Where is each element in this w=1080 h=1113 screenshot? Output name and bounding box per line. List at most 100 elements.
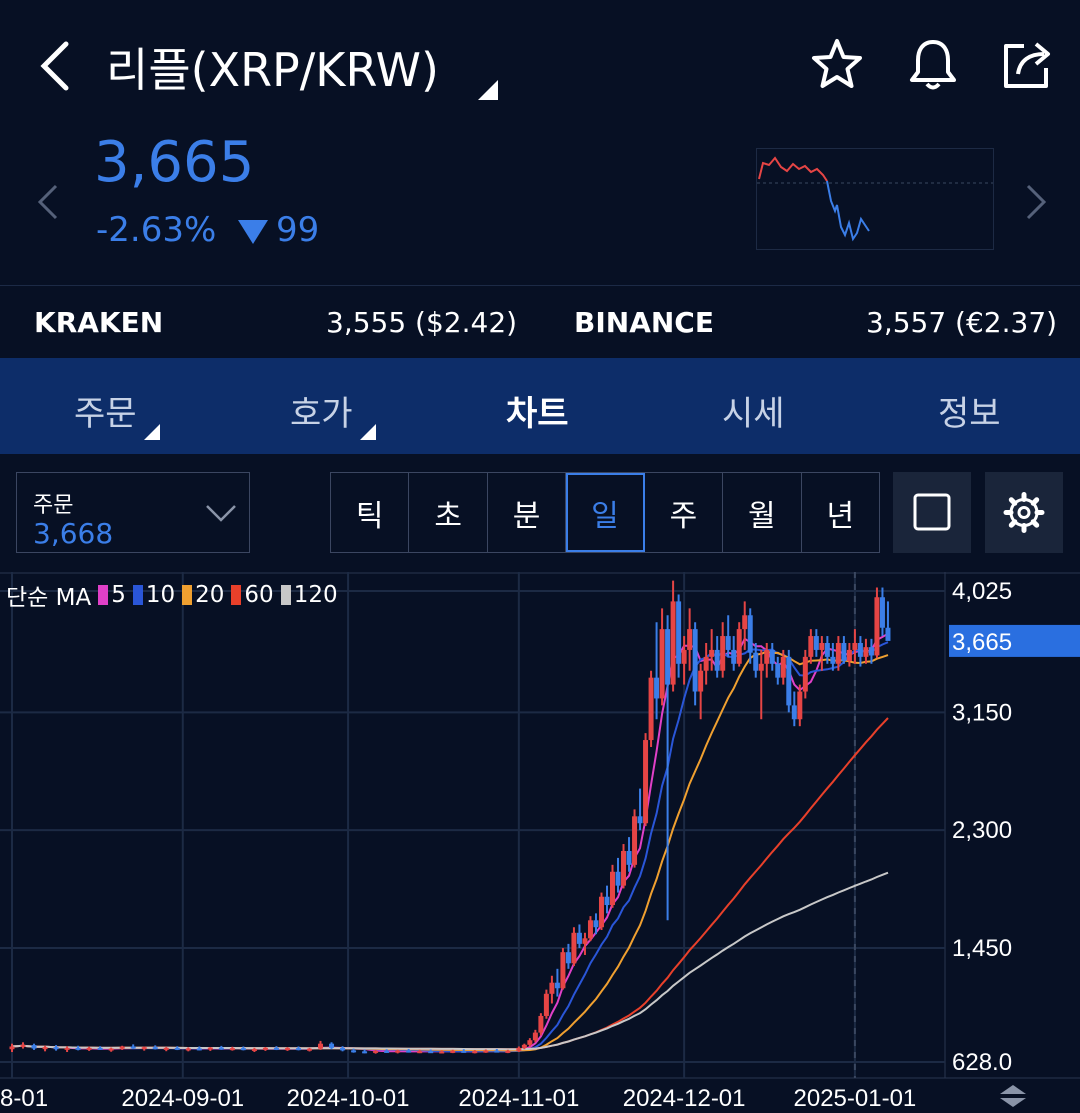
candle-body bbox=[885, 627, 891, 641]
candle bbox=[461, 1049, 467, 1053]
candle-body bbox=[841, 642, 847, 662]
order-price-select[interactable]: 주문 3,668 bbox=[16, 472, 250, 553]
candle-body bbox=[632, 816, 638, 865]
exchange-name: BINANCE bbox=[574, 306, 714, 339]
y-tick-label: 628.0 bbox=[952, 1049, 1012, 1076]
chevron-left-icon[interactable] bbox=[36, 38, 76, 94]
candle-body bbox=[637, 816, 643, 824]
candle-body bbox=[340, 1047, 346, 1051]
candle-body bbox=[830, 656, 836, 664]
candle bbox=[874, 587, 880, 659]
candle bbox=[637, 788, 643, 831]
candle bbox=[714, 636, 720, 678]
candle bbox=[417, 1049, 423, 1054]
candle-body bbox=[665, 629, 671, 685]
candle bbox=[329, 1042, 335, 1050]
period-tick[interactable]: 틱 bbox=[331, 473, 410, 552]
candle bbox=[587, 916, 593, 942]
tab-market-price[interactable]: 시세 bbox=[722, 394, 785, 434]
candle bbox=[769, 642, 775, 671]
chart-period-selector: 틱 초 분 일 주 월 년 bbox=[330, 472, 880, 553]
square-icon bbox=[913, 493, 951, 531]
candle bbox=[698, 663, 704, 720]
candle bbox=[554, 968, 560, 997]
candle-body bbox=[306, 1048, 312, 1051]
period-day[interactable]: 일 bbox=[566, 473, 645, 552]
period-year[interactable]: 년 bbox=[826, 498, 855, 534]
candle bbox=[576, 924, 582, 949]
candle-body bbox=[725, 636, 731, 650]
period-second[interactable]: 초 bbox=[409, 473, 488, 552]
candle-body bbox=[610, 871, 616, 906]
candle bbox=[318, 1040, 324, 1050]
candle bbox=[384, 1049, 390, 1053]
candle bbox=[841, 636, 847, 664]
candle-body bbox=[769, 649, 775, 664]
tab-dropdown-caret-icon bbox=[144, 424, 160, 440]
chevron-left-icon[interactable] bbox=[36, 182, 60, 222]
candle bbox=[808, 629, 814, 664]
y-tick-label: 4,025 bbox=[952, 578, 1012, 605]
period-month[interactable]: 월 bbox=[723, 473, 802, 552]
candle-body bbox=[174, 1047, 180, 1050]
title-dropdown-caret-icon[interactable] bbox=[478, 80, 498, 100]
candle-body bbox=[604, 896, 610, 906]
tab-orderbook[interactable]: 호가 bbox=[290, 394, 353, 434]
fullscreen-button[interactable] bbox=[893, 472, 971, 553]
share-icon[interactable] bbox=[998, 36, 1056, 94]
tab-info[interactable]: 정보 bbox=[938, 394, 1001, 434]
chevron-right-icon[interactable] bbox=[1024, 182, 1048, 222]
bell-icon[interactable] bbox=[904, 36, 962, 94]
candle bbox=[731, 636, 737, 671]
candle bbox=[306, 1047, 312, 1052]
candle-body bbox=[472, 1051, 478, 1054]
candle-body bbox=[527, 1040, 533, 1045]
candle-body bbox=[461, 1050, 467, 1053]
candle-body bbox=[532, 1032, 538, 1041]
candle-body bbox=[538, 1015, 544, 1033]
candle-body bbox=[786, 656, 792, 706]
chart-settings-button[interactable] bbox=[985, 472, 1063, 553]
candle-body bbox=[373, 1050, 379, 1053]
y-tick-label: 2,300 bbox=[952, 817, 1012, 844]
candle-body bbox=[819, 642, 825, 650]
candle bbox=[687, 608, 693, 671]
candle-body bbox=[775, 663, 781, 678]
candle-body bbox=[863, 647, 869, 657]
candle-body bbox=[648, 677, 654, 741]
candle bbox=[527, 1038, 533, 1047]
candle-body bbox=[417, 1051, 423, 1054]
star-icon[interactable] bbox=[808, 36, 866, 94]
page-title[interactable]: 리플(XRP/KRW) bbox=[106, 43, 439, 97]
candle-body bbox=[362, 1051, 368, 1054]
candle-body bbox=[676, 601, 682, 664]
ma-legend-title: 단순 MA bbox=[6, 585, 92, 611]
ma-legend-item: 20 bbox=[195, 582, 225, 608]
candle-body bbox=[565, 952, 571, 964]
candle bbox=[742, 601, 748, 650]
mini-intraday-chart[interactable] bbox=[756, 148, 994, 250]
ma-legend-item: 120 bbox=[293, 582, 338, 608]
ma-60-swatch bbox=[231, 585, 242, 605]
tab-chart[interactable]: 차트 bbox=[506, 394, 569, 434]
candle-body bbox=[582, 938, 588, 944]
candle-body bbox=[835, 642, 841, 664]
order-select-value: 3,668 bbox=[33, 517, 114, 550]
tab-order[interactable]: 주문 bbox=[74, 394, 137, 434]
period-minute[interactable]: 분 bbox=[488, 473, 567, 552]
candle bbox=[428, 1049, 434, 1054]
down-triangle-icon bbox=[238, 220, 268, 244]
candle-body bbox=[703, 656, 709, 671]
candle-body bbox=[428, 1051, 434, 1054]
candle bbox=[543, 989, 549, 1019]
candle-body bbox=[406, 1050, 412, 1053]
period-week[interactable]: 주 bbox=[645, 473, 724, 552]
candle-body bbox=[351, 1050, 357, 1053]
candle bbox=[42, 1045, 48, 1052]
candle bbox=[53, 1045, 59, 1051]
scroll-handle-icon[interactable] bbox=[998, 1083, 1028, 1109]
candle bbox=[736, 622, 742, 667]
price-chart[interactable]: 4,025 3,150 2,300 1,450 628.0 3,665 8-01 2024-… bbox=[0, 572, 1080, 1113]
candle bbox=[86, 1046, 92, 1051]
candle-body bbox=[9, 1046, 15, 1050]
